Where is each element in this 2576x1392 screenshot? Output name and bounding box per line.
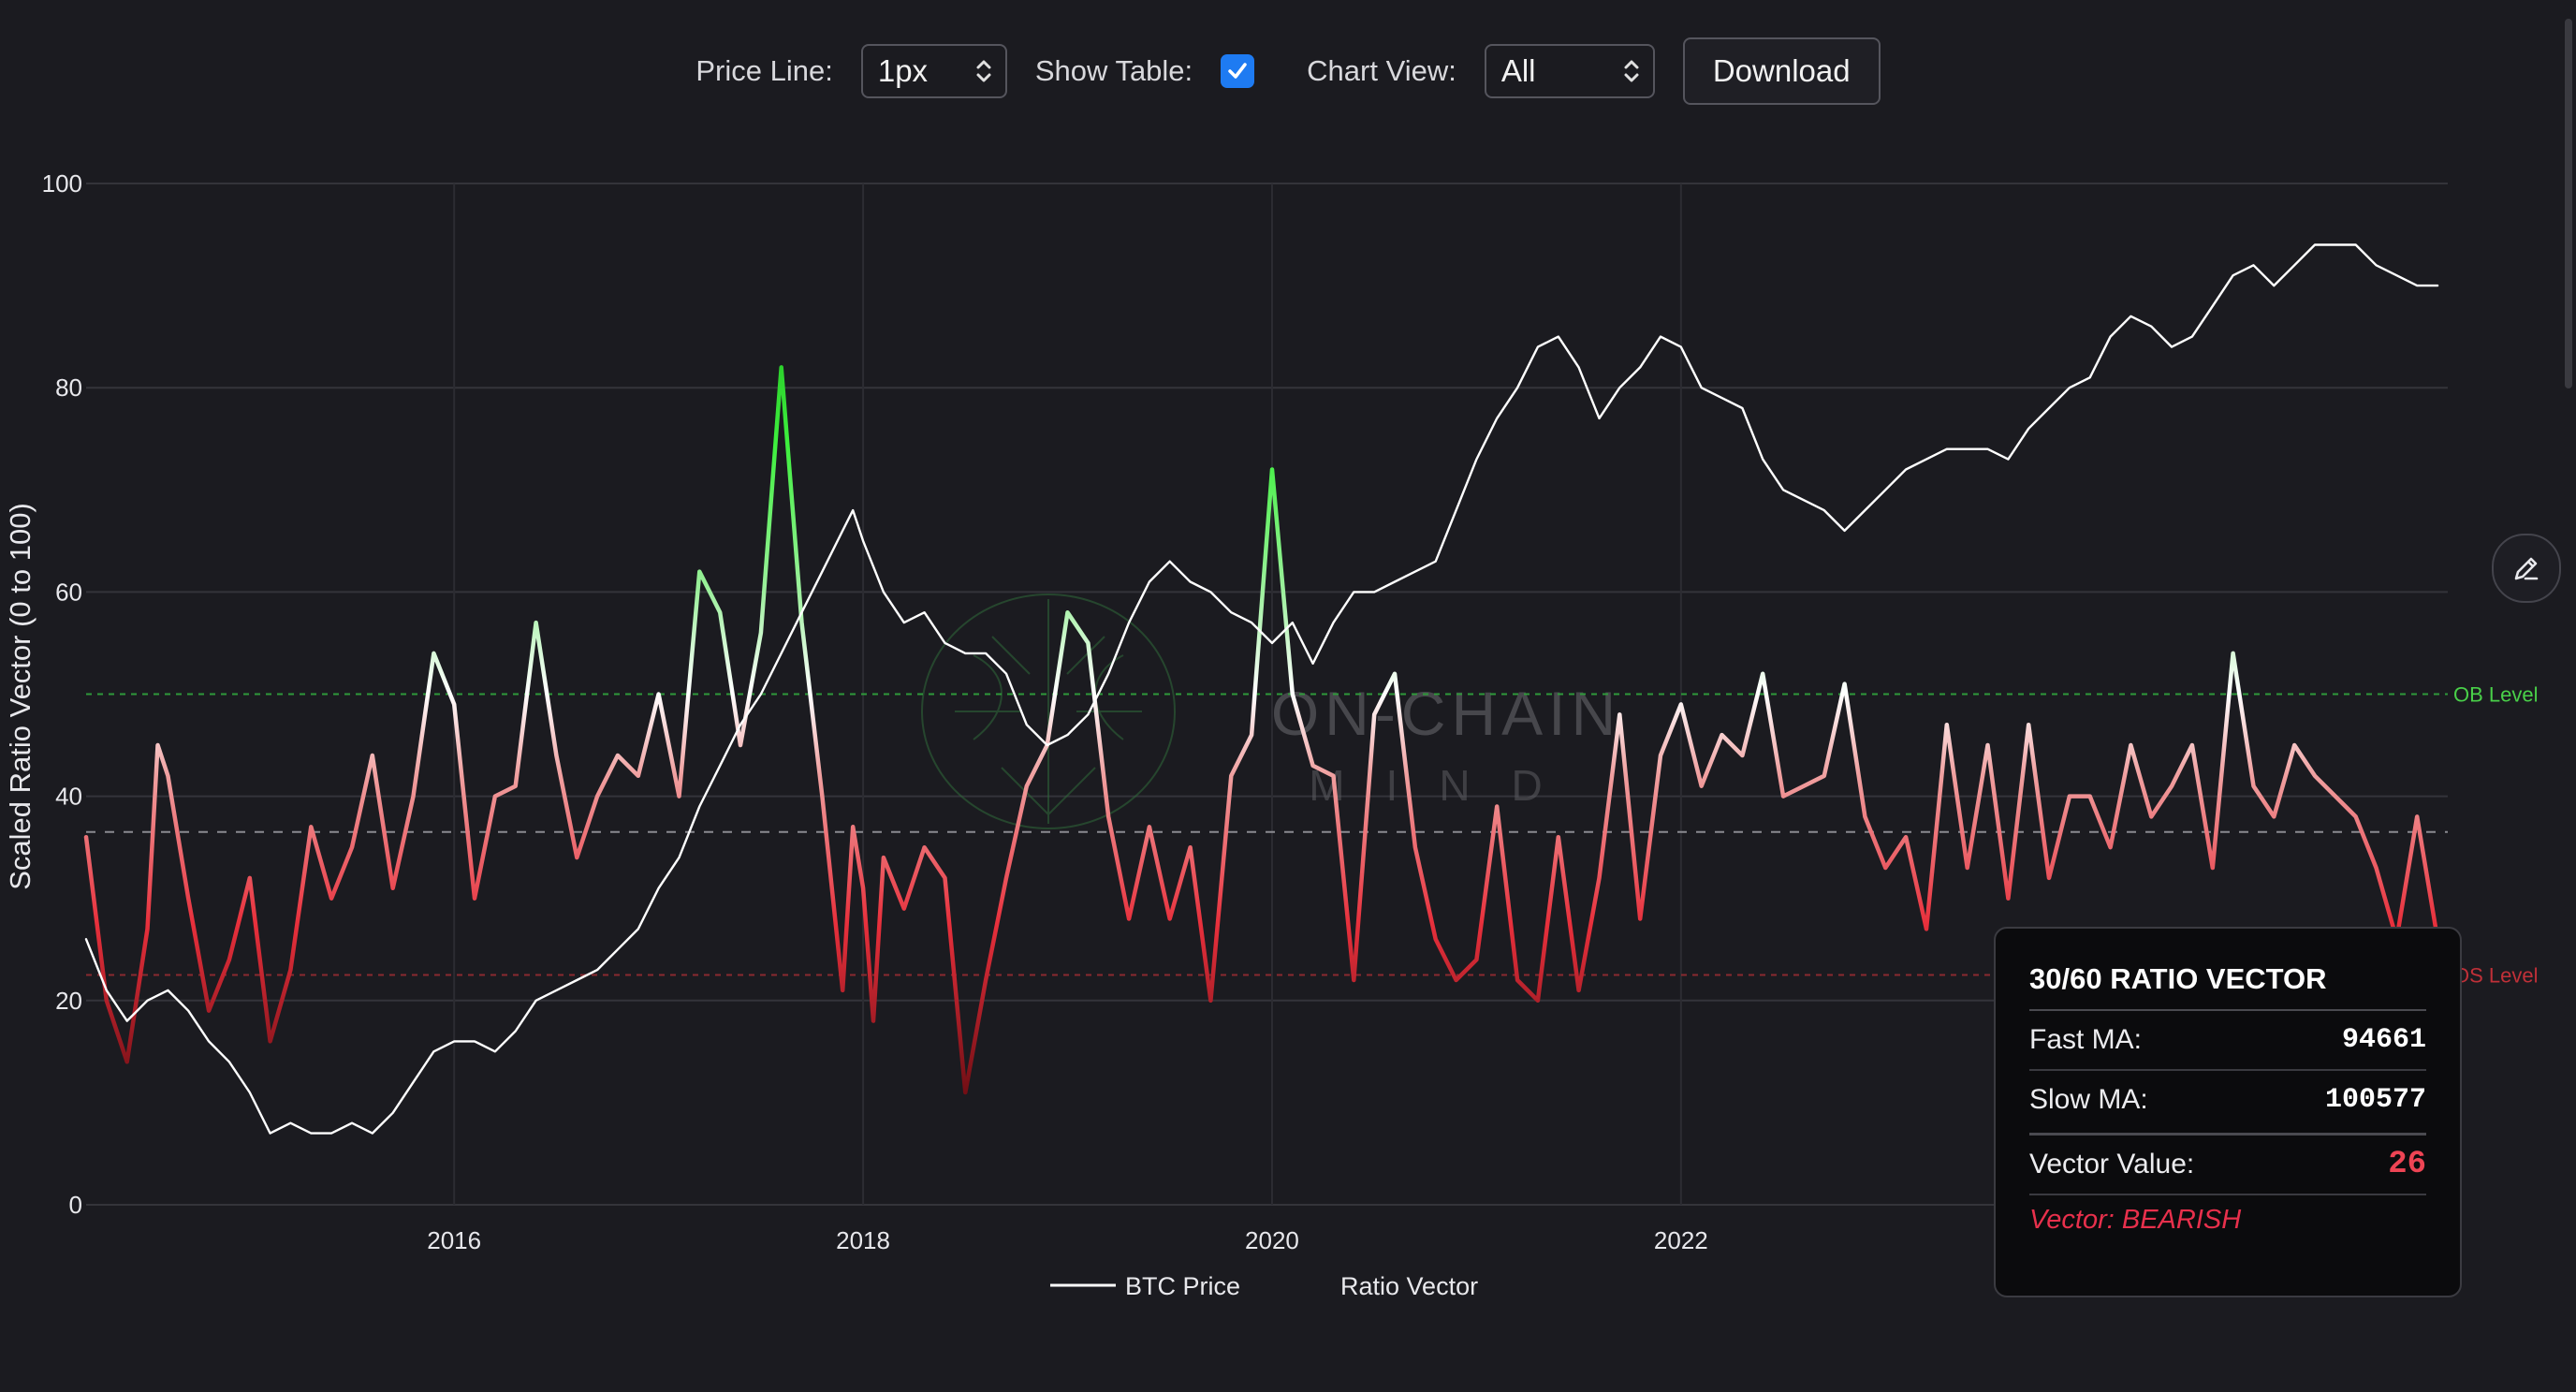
fast-ma-value: 94661 xyxy=(2341,1024,2426,1056)
download-button[interactable]: Download xyxy=(1682,37,1881,105)
x-tick-label: 2016 xyxy=(427,1226,481,1254)
x-tick-label: 2022 xyxy=(1654,1226,1708,1254)
y-tick-label: 100 xyxy=(42,169,82,198)
tooltip-vector-row: Vector Value: 26 xyxy=(2029,1136,2426,1195)
price-line-select[interactable]: 1px xyxy=(860,44,1007,98)
vector-tooltip: 30/60 RATIO VECTOR Fast MA: 94661 Slow M… xyxy=(1994,927,2462,1297)
chart-view-select[interactable]: All xyxy=(1484,44,1655,98)
legend: BTC Price Ratio Vector xyxy=(1050,1272,1478,1300)
watermark-line1: ON-CHAIN xyxy=(1271,679,1621,748)
watermark-line2: MIND xyxy=(1309,761,1584,810)
show-table-label: Show Table: xyxy=(1034,54,1193,87)
vector-status: Vector: BEARISH xyxy=(2029,1205,2242,1235)
y-tick-label: 80 xyxy=(55,374,82,402)
x-tick-label: 2018 xyxy=(836,1226,890,1254)
brain-logo-icon xyxy=(921,593,1176,829)
price-line-value: 1px xyxy=(877,53,929,88)
tooltip-title: 30/60 RATIO VECTOR xyxy=(2029,962,2426,1011)
chevron-updown-icon xyxy=(1624,60,1639,82)
y-tick-label: 60 xyxy=(55,578,82,606)
show-table-checkbox[interactable] xyxy=(1221,54,1255,88)
slow-ma-value: 100577 xyxy=(2324,1084,2426,1116)
chevron-updown-icon xyxy=(976,60,991,82)
checkmark-icon xyxy=(1228,63,1247,79)
y-tick-label: 0 xyxy=(69,1191,82,1219)
pencil-icon xyxy=(2514,557,2539,580)
watermark: ON-CHAIN MIND xyxy=(921,593,1621,829)
legend-price-label: BTC Price xyxy=(1125,1272,1240,1300)
y-tick-label: 40 xyxy=(55,783,82,811)
price-line-label: Price Line: xyxy=(695,54,833,87)
axes: 0 20 40 60 80 100 2016 2018 2020 2022 xyxy=(42,169,1708,1254)
chart-controls: Price Line: 1px Show Table: Chart View: … xyxy=(0,36,2576,107)
chart-view-label: Chart View: xyxy=(1307,54,1456,87)
chart-view-value: All xyxy=(1500,53,1536,88)
tooltip-separator xyxy=(2029,1133,2426,1136)
tooltip-fast-row: Fast MA: 94661 xyxy=(2029,1011,2426,1071)
ratio-vector-line xyxy=(83,365,2440,1095)
series-layer xyxy=(83,243,2440,1135)
vector-value-label: Vector Value: xyxy=(2029,1149,2195,1180)
slow-ma-label: Slow MA: xyxy=(2029,1084,2148,1115)
y-tick-label: 20 xyxy=(55,987,82,1015)
ob-level-label: OB Level xyxy=(2453,683,2539,707)
page-scrollbar[interactable] xyxy=(2565,19,2572,388)
btc-price-line xyxy=(84,243,2439,1135)
edit-button[interactable] xyxy=(2492,534,2561,603)
tooltip-slow-row: Slow MA: 100577 xyxy=(2029,1071,2426,1129)
vector-value: 26 xyxy=(2388,1147,2426,1182)
legend-vector-label: Ratio Vector xyxy=(1340,1272,1478,1300)
os-level-label: OS Level xyxy=(2453,964,2539,988)
y-axis-label: Scaled Ratio Vector (0 to 100) xyxy=(4,503,37,890)
fast-ma-label: Fast MA: xyxy=(2029,1024,2143,1055)
x-tick-label: 2020 xyxy=(1245,1226,1299,1254)
